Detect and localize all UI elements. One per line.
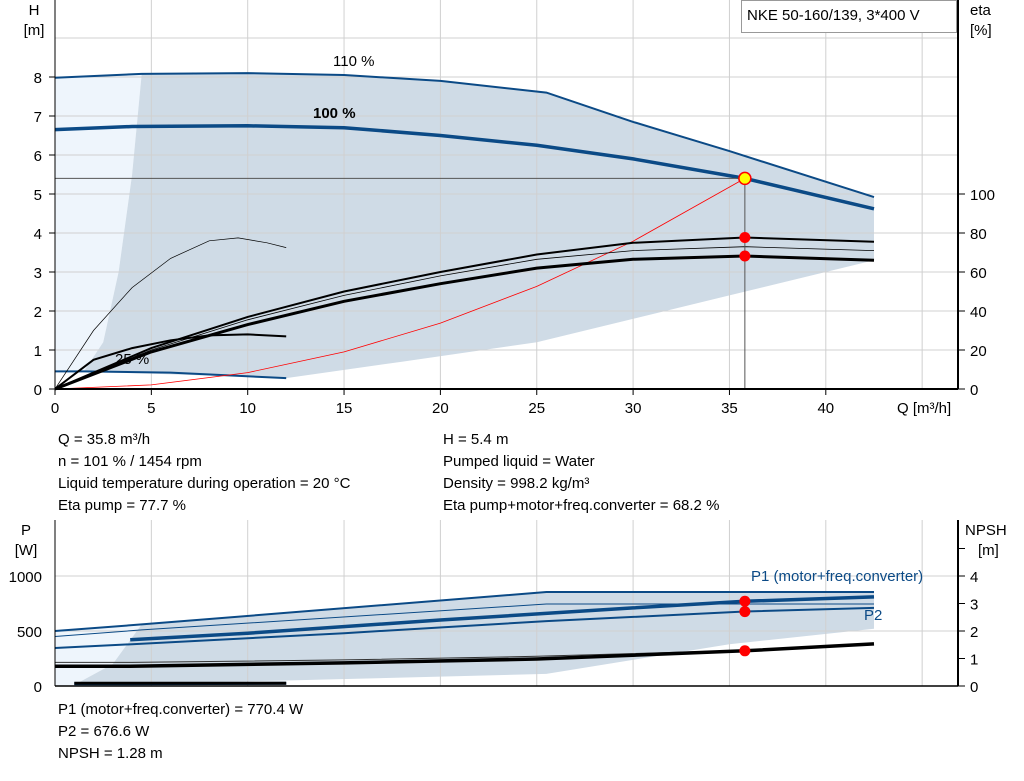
npsh-tick-label: 1 [970, 652, 978, 669]
npsh-axis-unit: [m] [978, 542, 999, 559]
info-flow: Q = 35.8 m³/h [58, 431, 151, 448]
eta-total-marker [739, 250, 751, 262]
info-top-left: Q = 35.8 m³/h n = 101 % / 1454 rpm Liqui… [58, 429, 350, 517]
x-tick-label: 25 [528, 400, 545, 417]
p1-curve-nominal [130, 595, 875, 642]
eta-mid-curve [54, 246, 875, 390]
p1-marker [739, 595, 751, 607]
y-tick-label-left: 0 [34, 382, 42, 399]
p-tick-label: 0 [34, 679, 42, 696]
p1-curve-max [54, 591, 874, 632]
duty-point-marker [738, 171, 752, 186]
operating-region-light [55, 73, 142, 372]
y-axis-label-right: eta [970, 2, 992, 19]
npsh-curve-thin [55, 649, 745, 663]
p2-curve [54, 606, 875, 649]
npsh-tick-label: 2 [970, 624, 978, 641]
y-tick-label-right: 0 [970, 382, 978, 399]
eta-curve-low-speed-thin [54, 237, 287, 390]
y-tick-label-left: 1 [34, 343, 42, 360]
info-p2: P2 = 676.6 W [58, 723, 150, 740]
y-tick-label-left: 2 [34, 304, 42, 321]
info-density: Density = 998.2 kg/m³ [443, 475, 590, 492]
npsh-marker [739, 645, 751, 657]
info-p1: P1 (motor+freq.converter) = 770.4 W [58, 701, 304, 718]
y-axis-label-left: H [29, 2, 40, 19]
info-npsh: NPSH = 1.28 m [58, 745, 163, 762]
power-region-light [55, 624, 142, 686]
x-tick-label: 20 [432, 400, 449, 417]
eta-curve-low-speed [54, 333, 287, 390]
info-liquid-temperature: Liquid temperature during operation = 20… [58, 475, 351, 492]
head-curve-110 [54, 72, 875, 199]
x-axis-label: Q [m³/h] [897, 400, 951, 417]
eta-total-curve [54, 254, 875, 391]
label-100-percent: 100 % [313, 105, 356, 122]
p1-series-label: P1 (motor+freq.converter) [751, 568, 923, 585]
head-curve-100 [54, 124, 875, 211]
info-eta-pump: Eta pump = 77.7 % [58, 497, 186, 514]
y-tick-label-right: 60 [970, 265, 987, 282]
system-curve [54, 178, 746, 390]
y-axis-unit-left: [m] [24, 22, 45, 39]
eta-pump-curve [54, 236, 875, 390]
y-tick-label-left: 4 [34, 226, 42, 243]
y-tick-label-right: 100 [970, 187, 995, 204]
y-axis-unit-right: [%] [970, 22, 992, 39]
x-tick-label: 15 [336, 400, 353, 417]
x-tick-label: 30 [625, 400, 642, 417]
y-tick-label-left: 7 [34, 109, 42, 126]
title-box [741, 0, 957, 33]
p-axis-unit: [W] [15, 542, 38, 559]
x-tick-label: 10 [239, 400, 256, 417]
operating-region [83, 73, 874, 379]
npsh-axis-label: NPSH [965, 522, 1007, 539]
info-bottom: P1 (motor+freq.converter) = 770.4 W P2 =… [58, 699, 303, 765]
label-25-percent: 25 % [115, 351, 149, 368]
info-top-right: H = 5.4 m Pumped liquid = Water Density … [443, 429, 719, 517]
npsh-tick-label: 0 [970, 679, 978, 696]
eta-pump-marker [739, 231, 751, 243]
npsh-tick-label: 3 [970, 597, 978, 614]
p-tick-label: 500 [17, 624, 42, 641]
p-axis-label: P [21, 522, 31, 539]
x-tick-label: 40 [817, 400, 834, 417]
label-110-percent: 110 % [333, 53, 374, 70]
y-tick-label-left: 5 [34, 187, 42, 204]
npsh-tick-label: 4 [970, 569, 978, 586]
y-tick-label-left: 8 [34, 70, 42, 87]
p2-marker [739, 606, 751, 618]
x-tick-label: 0 [51, 400, 59, 417]
y-tick-label-right: 40 [970, 304, 987, 321]
npsh-curve [55, 642, 875, 668]
info-head: H = 5.4 m [443, 431, 509, 448]
info-speed: n = 101 % / 1454 rpm [58, 453, 202, 470]
info-pumped-liquid: Pumped liquid = Water [443, 453, 595, 470]
x-tick-label: 5 [147, 400, 155, 417]
p2-series-label: P2 [864, 607, 882, 624]
p-tick-label: 1000 [9, 569, 42, 586]
y-tick-label-right: 80 [970, 226, 987, 243]
y-tick-label-left: 6 [34, 148, 42, 165]
info-eta-total: Eta pump+motor+freq.converter = 68.2 % [443, 497, 720, 514]
y-tick-label-left: 3 [34, 265, 42, 282]
title-box-text: NKE 50-160/139, 3*400 V [747, 7, 920, 24]
x-tick-label: 35 [721, 400, 738, 417]
y-tick-label-right: 20 [970, 343, 987, 360]
power-region [74, 592, 875, 685]
